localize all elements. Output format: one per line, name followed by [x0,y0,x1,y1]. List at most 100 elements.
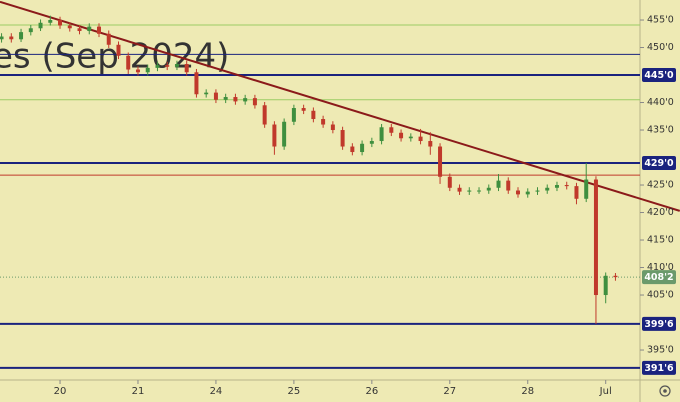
candle-body [554,185,559,188]
x-tick-label: 28 [521,386,534,397]
candle-body [447,176,452,188]
price-tag-label: 391'6 [644,363,674,374]
candle-body [545,187,550,191]
candle-body [223,97,228,100]
candle-body [28,28,33,33]
candle-body [486,187,491,191]
candle-body [38,22,43,29]
price-tag-label: 408'2 [644,272,673,283]
x-tick-label: 20 [54,386,67,397]
candle-body [291,108,296,122]
candle-body [252,98,257,106]
candle-body [603,275,608,296]
candle-body [262,105,267,125]
candle-body [184,64,189,73]
candle-body [116,44,121,56]
candle-body [243,98,248,102]
candle-body [350,146,355,153]
price-tag-label: 429'0 [644,158,674,169]
price-tag [642,316,676,331]
candle-body [379,127,384,142]
candle-body [97,26,102,34]
candle-body [564,185,569,187]
candle-body [389,127,394,133]
trend-line [0,0,680,212]
candle-body [135,69,140,73]
candle-body [438,146,443,177]
price-tag-label: 445'0 [644,70,674,81]
candle-body [535,190,540,192]
y-tick-label: 420'0 [647,207,674,218]
candle-body [506,180,511,191]
x-tick-label: 21 [132,386,145,397]
y-tick-label: 405'0 [647,290,674,301]
candle-body [19,32,24,40]
y-tick-label: 450'0 [647,42,674,53]
candle-body [399,132,404,139]
candle-body [0,36,4,40]
candle-body [340,130,345,147]
candle-body [233,97,238,102]
candle-body [525,191,530,195]
candle-body [584,179,589,199]
y-tick-label: 455'0 [647,15,674,26]
x-tick-label: 25 [288,386,301,397]
candle-body [165,65,170,67]
candle-body [330,124,335,131]
candle-body [301,108,306,111]
candle-body [204,92,209,95]
x-tick-label: 27 [443,386,456,397]
y-tick-label: 395'0 [647,345,674,356]
candle-body [593,179,598,296]
price-tag [642,270,676,285]
candle-body [9,36,14,40]
candle-body [311,110,316,120]
plot-background [0,0,640,380]
plot-area [0,0,680,369]
candle-body [155,65,160,68]
candle-body [106,33,111,45]
y-tick-label: 410'0 [647,262,674,273]
price-tag [642,156,676,171]
price-tag [642,360,676,375]
candle-body [613,275,618,278]
candle-body [213,92,218,100]
x-tick-label: 24 [210,386,223,397]
candle-body [360,143,365,153]
candle-body [282,121,287,147]
settings-icon[interactable] [659,385,671,397]
candle-body [58,20,63,26]
candle-body [87,26,92,32]
y-tick-label: 425'0 [647,180,674,191]
y-tick-label: 415'0 [647,235,674,246]
candle-body [457,187,462,192]
candle-body [145,67,150,73]
candle-body [516,190,521,195]
x-tick-label: 26 [365,386,378,397]
candle-body [194,72,199,95]
settings-button[interactable] [659,385,671,397]
candle-body [174,64,179,67]
candle-body [428,141,433,147]
y-tick-label: 440'0 [647,97,674,108]
candle-body [574,186,579,199]
candle-body [369,141,374,144]
candle-body [408,136,413,139]
y-tick-label: 435'0 [647,125,674,136]
candle-body [48,20,53,23]
time-axis-background [0,380,640,402]
candle-body [467,190,472,192]
settings-icon-center[interactable] [663,389,667,393]
candle-body [126,55,131,70]
candle-body [477,190,482,192]
x-tick-label: Jul [599,386,612,397]
price-tag [642,68,676,83]
candle-body [418,136,423,142]
candle-body [321,119,326,125]
price-tag-label: 399'6 [644,319,674,330]
candle-body [272,124,277,147]
watermark: es (Sep 2024) [0,37,229,77]
